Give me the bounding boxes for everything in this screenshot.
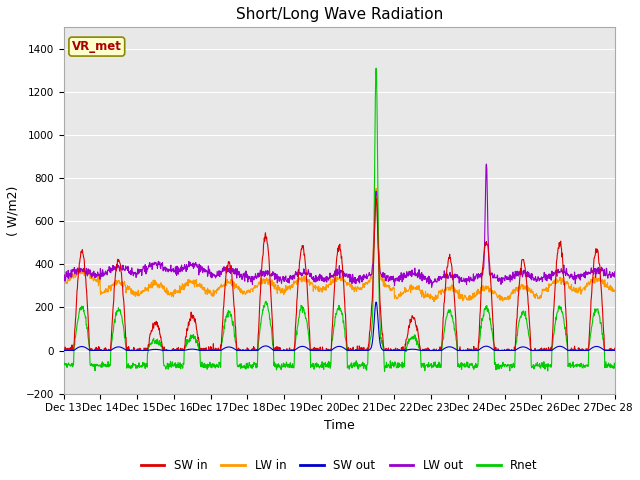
Y-axis label: ( W/m2): ( W/m2) (7, 185, 20, 236)
Text: VR_met: VR_met (72, 40, 122, 53)
X-axis label: Time: Time (324, 419, 355, 432)
Legend: SW in, LW in, SW out, LW out, Rnet: SW in, LW in, SW out, LW out, Rnet (136, 455, 543, 477)
Title: Short/Long Wave Radiation: Short/Long Wave Radiation (236, 7, 443, 22)
